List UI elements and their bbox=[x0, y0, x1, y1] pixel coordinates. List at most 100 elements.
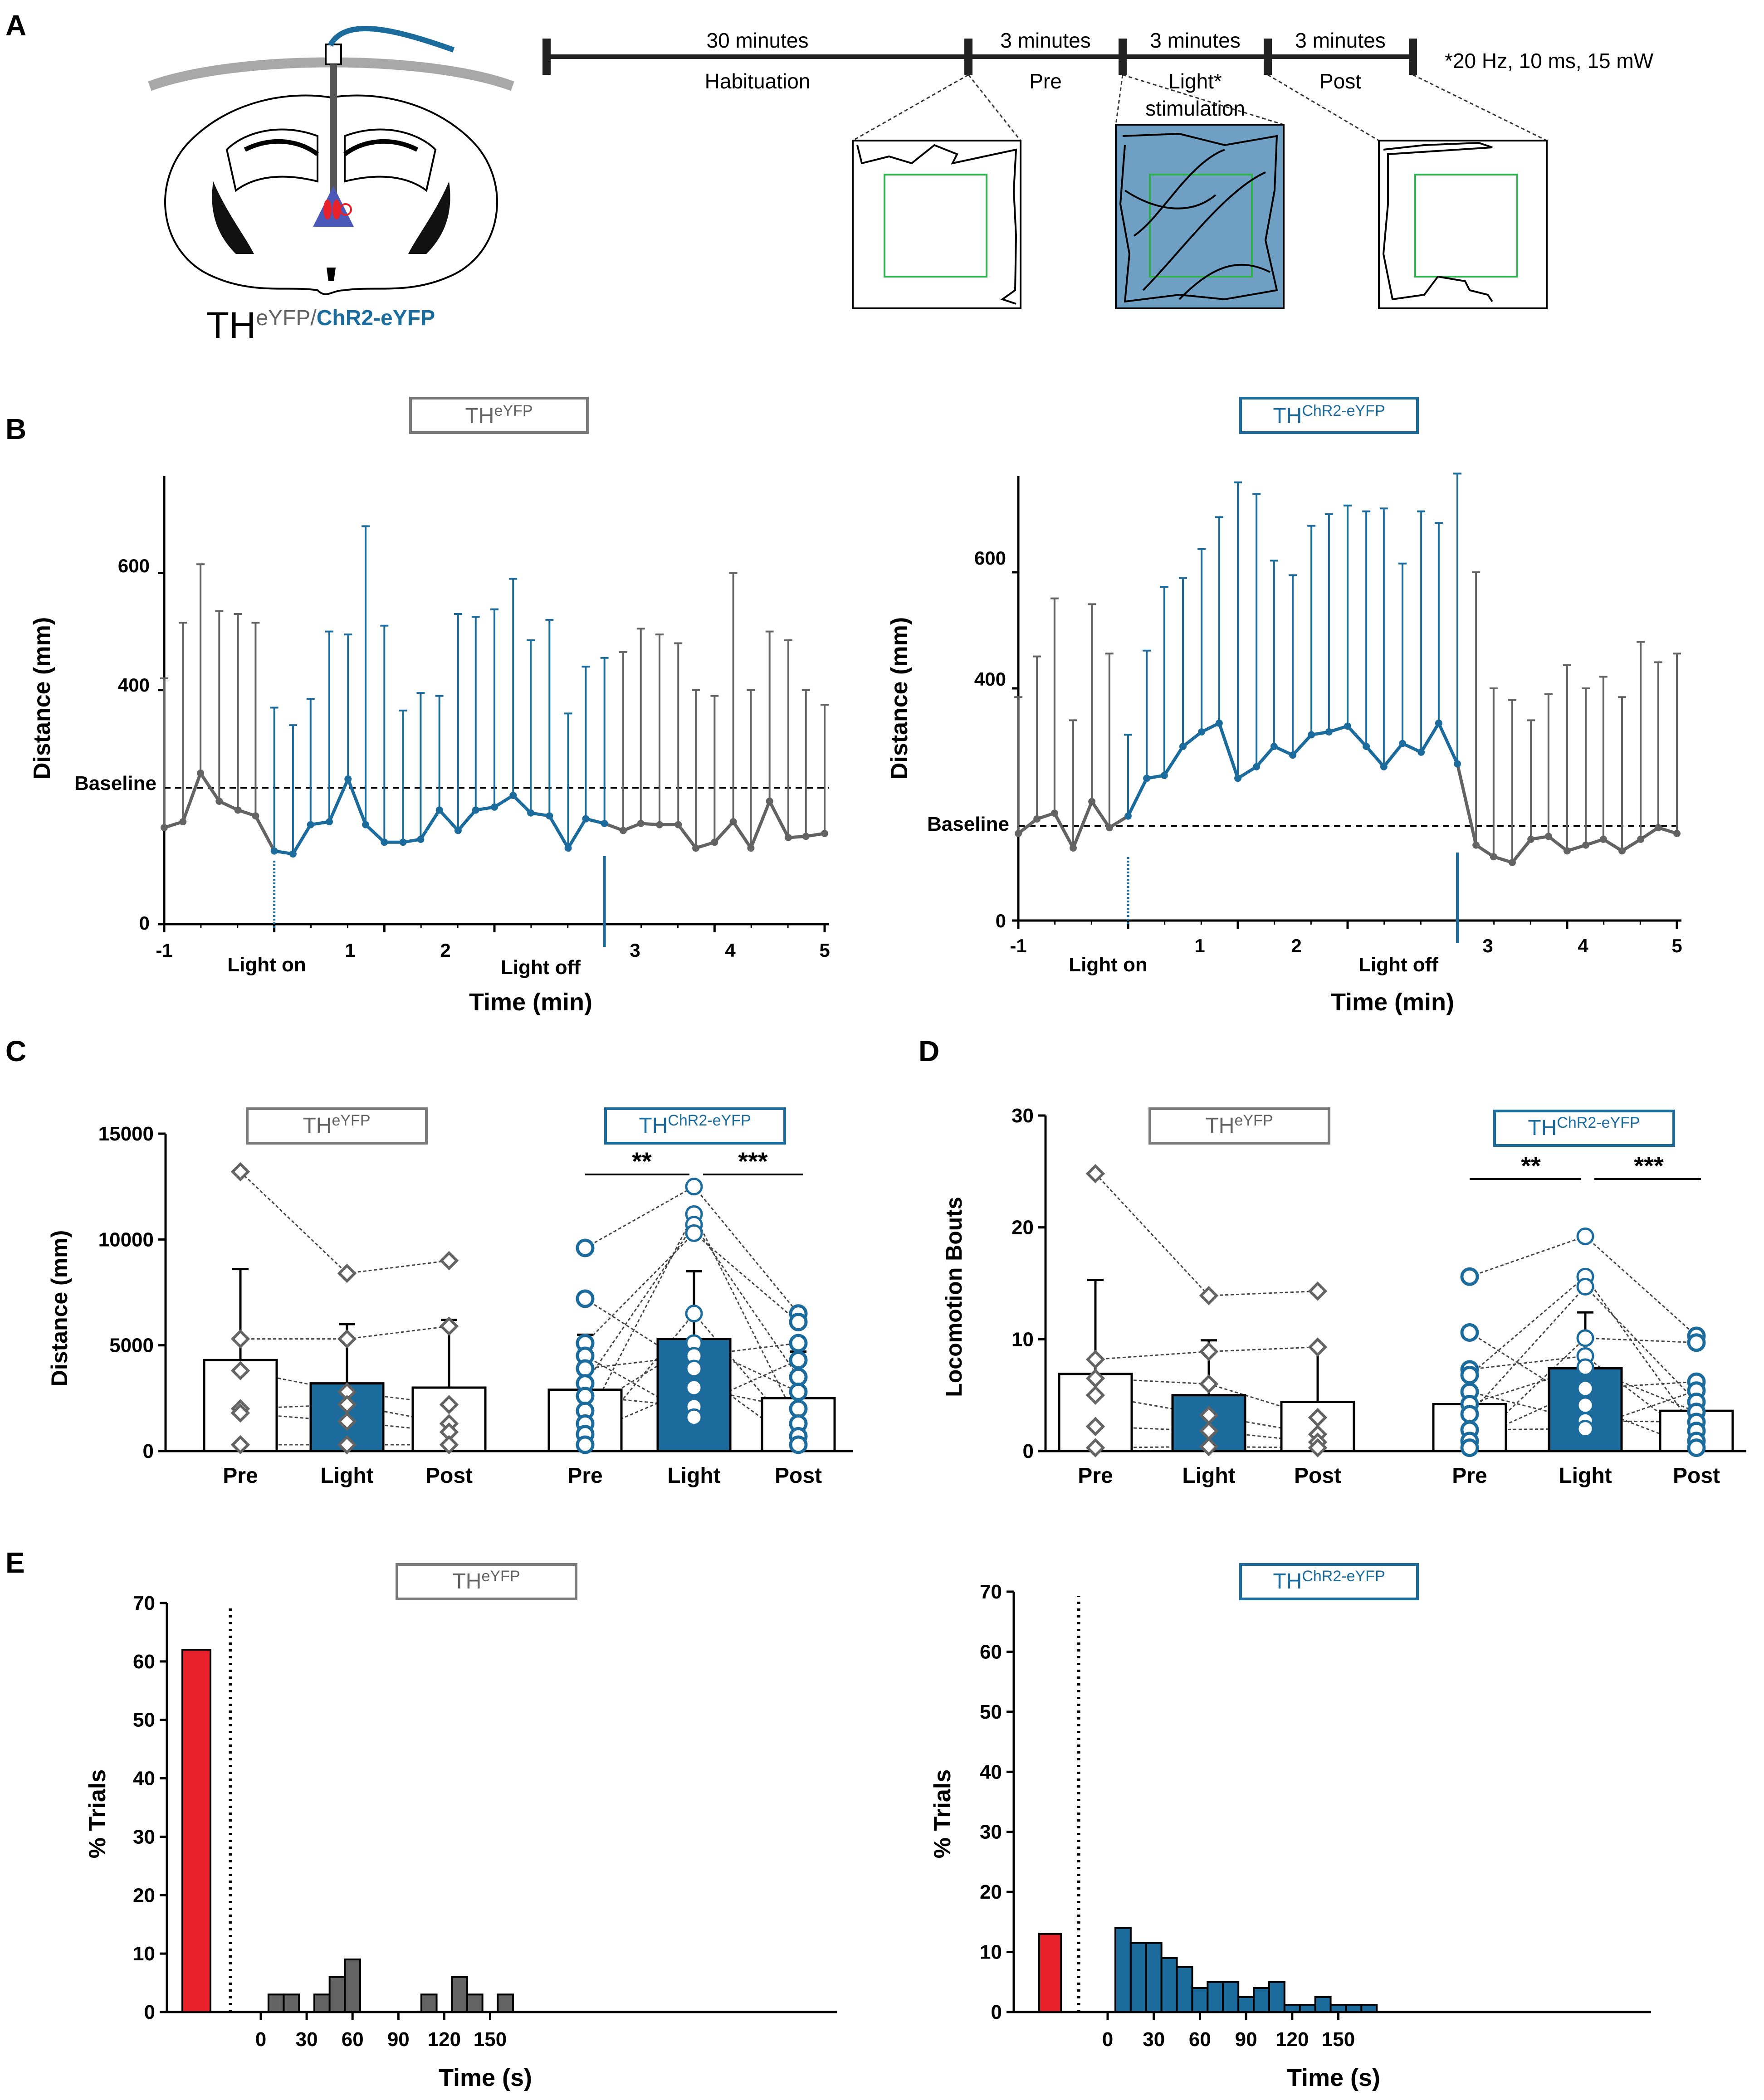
x-tick-label: Pre bbox=[1078, 1464, 1113, 1488]
series-segment bbox=[713, 820, 735, 843]
y-tick-label: 10000 bbox=[98, 1228, 154, 1251]
data-point bbox=[1105, 824, 1113, 832]
light-on-label-b-right: Light on bbox=[1069, 954, 1148, 976]
genotype-label: THeYFP/ChR2-eYFP bbox=[206, 305, 435, 346]
data-point bbox=[344, 775, 352, 783]
data-point bbox=[1215, 719, 1223, 727]
timeline-seg-2-bottom: Pre bbox=[1029, 69, 1062, 93]
x-tick-label: Pre bbox=[567, 1464, 602, 1488]
chart-e-right: THChR2-eYFP % Trials Time (s) 0 10 20 30 40 5… bbox=[929, 1563, 1651, 2091]
xlabel-e-right: Time (s) bbox=[1287, 2064, 1380, 2091]
timeline-seg-3-bottom: Light* bbox=[1168, 69, 1222, 93]
data-point bbox=[576, 1387, 595, 1406]
subject-line bbox=[585, 1186, 694, 1249]
legend-b-right: THChR2-eYFP bbox=[1273, 402, 1385, 428]
series-segment bbox=[1456, 763, 1478, 846]
histogram-bar bbox=[1114, 1927, 1132, 2013]
data-point-ring bbox=[1576, 1379, 1594, 1398]
legend-c-right-prefix: TH bbox=[639, 1114, 668, 1138]
histogram-bar bbox=[1360, 2004, 1378, 2013]
legend-b-left-sup: eYFP bbox=[494, 402, 533, 419]
x-tick-label: Post bbox=[775, 1464, 822, 1488]
legend-d-left-prefix: TH bbox=[1205, 1114, 1234, 1138]
data-point bbox=[1085, 1164, 1105, 1184]
light-on-label-b-left: Light on bbox=[227, 954, 306, 976]
timeline-seg-4-top: 3 minutes bbox=[1295, 29, 1385, 52]
subject-line bbox=[585, 1355, 694, 1369]
series-segment bbox=[1217, 722, 1240, 779]
y-tick-label: 15000 bbox=[98, 1123, 154, 1145]
data-point bbox=[789, 1334, 808, 1353]
data-point bbox=[1198, 728, 1206, 736]
data-point bbox=[711, 838, 718, 846]
chart-d: THeYFP THChR2-eYFP Locomotion Bouts ** *… bbox=[941, 1105, 1746, 1488]
series-segment bbox=[1420, 722, 1440, 753]
data-point bbox=[1199, 1437, 1219, 1457]
subject-line bbox=[1584, 1236, 1697, 1337]
subject-line bbox=[1584, 1276, 1697, 1432]
series-segment bbox=[1437, 722, 1459, 765]
series-segment bbox=[768, 800, 790, 838]
data-point bbox=[1673, 830, 1681, 837]
series-segment bbox=[181, 772, 202, 823]
pre-bar bbox=[181, 1649, 211, 2013]
subject-line bbox=[584, 1224, 695, 1384]
data-point bbox=[1344, 722, 1351, 730]
subject-line bbox=[1585, 1337, 1697, 1344]
histogram-bar bbox=[1283, 2004, 1301, 2013]
legend-c-right: THChR2-eYFP bbox=[639, 1112, 751, 1138]
data-point bbox=[179, 818, 187, 826]
data-point bbox=[230, 1162, 250, 1182]
subject-line bbox=[694, 1233, 799, 1323]
sig-c-2: *** bbox=[738, 1147, 768, 1175]
ylabel-e-left: % Trials bbox=[84, 1769, 111, 1859]
y-tick-label: 40 bbox=[980, 1761, 1002, 1783]
x-tick-label: 30 bbox=[1143, 2028, 1165, 2051]
panel-label-d: D bbox=[919, 1035, 939, 1067]
data-point bbox=[1308, 1438, 1328, 1457]
legend-e-left-sup: eYFP bbox=[481, 1568, 520, 1585]
histogram-bar bbox=[466, 1993, 484, 2013]
data-point bbox=[234, 806, 242, 814]
genotype-slash: / bbox=[310, 306, 317, 330]
subject-line bbox=[1469, 1276, 1586, 1376]
data-point bbox=[417, 835, 425, 843]
series-segment bbox=[1365, 745, 1385, 768]
data-point bbox=[802, 833, 810, 840]
x-tick-label: 90 bbox=[1235, 2028, 1257, 2051]
stimulation-note: *20 Hz, 10 ms, 15 mW bbox=[1445, 49, 1654, 73]
y-tick-label: 30 bbox=[980, 1821, 1002, 1843]
subject-line bbox=[1208, 1290, 1318, 1296]
legend-d-left-sup: eYFP bbox=[1234, 1112, 1273, 1129]
data-point bbox=[1199, 1374, 1219, 1394]
y-tick-label: 0 bbox=[991, 2001, 1002, 2023]
data-point bbox=[576, 1238, 595, 1257]
ylabel-d: Locomotion Bouts bbox=[941, 1197, 967, 1397]
legend-e-left-prefix: TH bbox=[452, 1569, 481, 1593]
timeline-seg-4-bottom: Post bbox=[1319, 69, 1361, 93]
data-point bbox=[1417, 748, 1425, 756]
xlabel-e-left: Time (s) bbox=[439, 2064, 532, 2091]
y-tick-label: 10 bbox=[133, 1943, 155, 1965]
data-point bbox=[564, 844, 572, 852]
data-point bbox=[1472, 841, 1480, 849]
xtick-b-left-5: 5 bbox=[819, 940, 830, 961]
y-tick-label: 60 bbox=[133, 1651, 155, 1673]
histogram-bar bbox=[1299, 2004, 1316, 2013]
series-segment bbox=[732, 821, 753, 849]
data-point bbox=[789, 1368, 808, 1387]
legend-b-left: THeYFP bbox=[465, 402, 533, 428]
y-tick-label: 0 bbox=[143, 1440, 154, 1462]
data-point bbox=[472, 806, 479, 814]
series-segment bbox=[1053, 812, 1075, 849]
series-segment bbox=[1383, 742, 1404, 768]
data-point bbox=[161, 824, 168, 832]
data-point bbox=[491, 803, 498, 811]
histogram-bar bbox=[1145, 1942, 1163, 2013]
data-point bbox=[1687, 1438, 1706, 1457]
data-point bbox=[1490, 853, 1497, 861]
subject-line bbox=[1469, 1235, 1586, 1277]
histogram-bar bbox=[328, 1976, 346, 2013]
y-tick-label: 50 bbox=[980, 1701, 1002, 1723]
